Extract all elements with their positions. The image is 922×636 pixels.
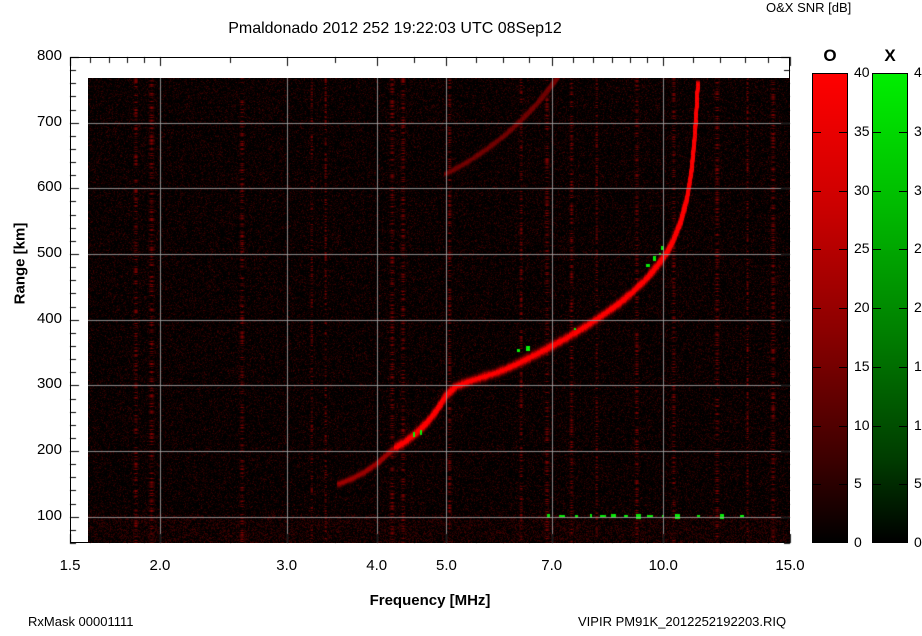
colorbar-tick-mark	[839, 249, 847, 250]
colorbar-tick-label: 20	[854, 299, 870, 315]
colorbar-tick-mark	[813, 249, 821, 250]
colorbar-tick-label: 40	[914, 64, 922, 80]
colorbar-tick-mark	[813, 367, 821, 368]
x-axis-title: Frequency [MHz]	[369, 592, 491, 609]
colorbar-tick-mark	[813, 191, 821, 192]
x-tick-label: 3.0	[276, 557, 298, 574]
colorbar-tick-mark	[873, 426, 881, 427]
colorbar-tick-mark	[873, 308, 881, 309]
y-tick-label: 200	[36, 441, 62, 459]
colorbar-tick-label: 30	[854, 181, 870, 198]
colorbar-tick-mark	[813, 426, 821, 427]
y-tick-label: 700	[36, 112, 62, 130]
colorbar-tick-label: 35	[854, 122, 870, 139]
colorbar-tick-label: 40	[854, 64, 870, 80]
colorbar-tick-mark	[899, 191, 907, 192]
colorbar-tick-label: 5	[854, 475, 862, 492]
colorbar-tick-label: 10	[854, 416, 870, 433]
source-filename-label: VIPIR PM91K_2012252192203.RIQ	[578, 614, 787, 629]
colorbar-tick-mark	[873, 249, 881, 250]
colorbar-tick-mark	[839, 191, 847, 192]
colorbar-tick-mark	[839, 484, 847, 485]
colorbar-tick-mark	[813, 484, 821, 485]
colorbar-x-header: X	[884, 46, 896, 65]
x-tick-label: 4.0	[366, 557, 388, 574]
colorbar-tick-mark	[873, 191, 881, 192]
y-axis-title: Range [km]	[11, 222, 29, 305]
colorbar-tick-label: 25	[854, 240, 870, 257]
colorbar-tick-mark	[839, 308, 847, 309]
y-tick-label: 800	[36, 47, 62, 64]
colorbar-tick-label: 10	[914, 416, 922, 433]
colorbar-tick-mark	[873, 484, 881, 485]
y-tick-label: 400	[36, 309, 62, 327]
y-tick-label: 600	[36, 178, 62, 196]
colorbar-tick-mark	[839, 132, 847, 133]
colorbar-tick-mark	[899, 132, 907, 133]
colorbar-tick-mark	[813, 308, 821, 309]
colorbar-tick-label: 20	[914, 299, 922, 315]
x-tick-label: 2.0	[149, 557, 171, 574]
colorbar-tick-mark	[873, 367, 881, 368]
rxmask-label: RxMask 00001111	[28, 614, 134, 629]
x-tick-label: 10.0	[648, 557, 678, 574]
y-tick-label: 500	[36, 244, 62, 262]
x-tick-label: 5.0	[436, 557, 457, 574]
colorbar-tick-mark	[813, 132, 821, 133]
y-tick-label: 100	[36, 506, 62, 524]
y-tick-label: 300	[36, 375, 62, 393]
x-tick-label: 7.0	[541, 557, 563, 574]
x-tick-label: 15.0	[775, 557, 805, 574]
colorbar-tick-mark	[899, 367, 907, 368]
colorbar-tick-label: 15	[914, 357, 922, 374]
colorbar-tick-label: 35	[914, 122, 922, 139]
colorbar-tick-mark	[899, 426, 907, 427]
colorbar-tick-mark	[899, 484, 907, 485]
colorbar-tick-label: 5	[914, 475, 922, 492]
x-tick-label: 1.5	[59, 557, 81, 574]
colorbar-tick-mark	[839, 367, 847, 368]
colorbar-tick-label: 0	[854, 534, 862, 550]
colorbar-tick-mark	[899, 308, 907, 309]
colorbar-tick-label: 15	[854, 357, 870, 374]
colorbar-tick-mark	[873, 132, 881, 133]
colorbar-tick-label: 30	[914, 181, 922, 198]
colorbar-tick-label: 0	[914, 534, 922, 550]
colorbar-tick-label: 25	[914, 240, 922, 257]
colorbar-tick-mark	[839, 426, 847, 427]
colorbar-o-header: O	[823, 46, 837, 65]
colorbar-tick-mark	[899, 249, 907, 250]
